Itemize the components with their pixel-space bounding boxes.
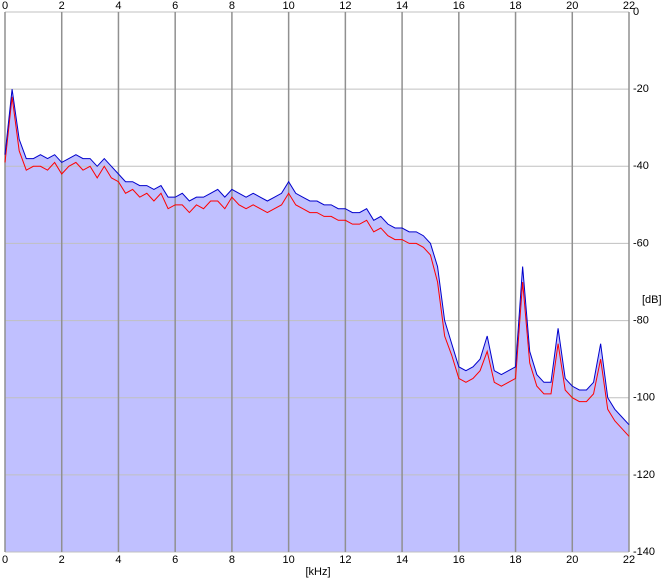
- spectrum-line: [4, 89, 630, 426]
- x-tick-label: 6: [172, 554, 178, 566]
- x-tick-label-top: 8: [229, 0, 235, 12]
- x-tick-label: 10: [283, 554, 295, 566]
- x-tick-label-top: 16: [453, 0, 465, 12]
- x-tick-label-top: 18: [509, 0, 521, 12]
- x-tick-label-top: 20: [566, 0, 578, 12]
- x-tick-label: 4: [115, 554, 121, 566]
- x-tick-label: 20: [566, 554, 578, 566]
- x-tick-label: 14: [396, 554, 408, 566]
- x-tick-label: 8: [229, 554, 235, 566]
- y-tick-label: -120: [633, 469, 655, 481]
- y-tick-label: -60: [633, 237, 649, 249]
- y-axis-label: [dB]: [642, 294, 662, 306]
- x-tick-label: 22: [623, 554, 635, 566]
- x-tick-label-top: 6: [172, 0, 178, 12]
- x-tick-label-top: 12: [339, 0, 351, 12]
- x-tick-label-top: 4: [115, 0, 121, 12]
- y-tick-label: -40: [633, 160, 649, 172]
- x-tick-label: 18: [509, 554, 521, 566]
- x-axis-label: [kHz]: [305, 566, 330, 578]
- x-tick-label: 2: [59, 554, 65, 566]
- x-tick-label: 16: [453, 554, 465, 566]
- x-tick-label-top: 0: [2, 0, 8, 12]
- y-tick-label: -140: [633, 546, 655, 558]
- y-tick-label: -100: [633, 392, 655, 404]
- y-tick-label: -20: [633, 83, 649, 95]
- y-tick-label: -80: [633, 314, 649, 326]
- spectrum-line: [4, 96, 630, 437]
- x-tick-label-top: 14: [396, 0, 408, 12]
- x-tick-label-top: 2: [59, 0, 65, 12]
- x-tick-label-top: 10: [283, 0, 295, 12]
- y-tick-label: 0: [633, 6, 639, 18]
- x-tick-label-top: 22: [623, 0, 635, 12]
- x-tick-label: 0: [2, 554, 8, 566]
- x-tick-label: 12: [339, 554, 351, 566]
